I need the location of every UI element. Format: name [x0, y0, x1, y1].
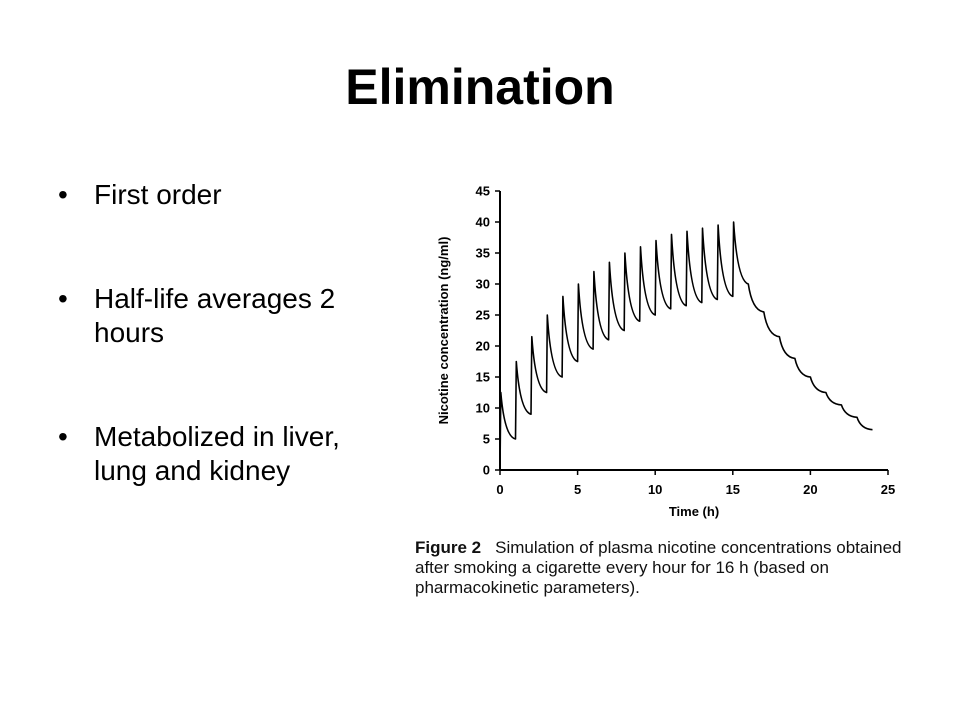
- bullet-item: Metabolized in liver, lung and kidney: [58, 420, 388, 488]
- bullet-item: Half-life averages 2 hours: [58, 282, 388, 350]
- x-tick-label: 10: [648, 482, 662, 497]
- chart-series: [499, 221, 873, 471]
- nicotine-chart: 0 5 10 15 20 25 30 35 40 45 0 5 10 15 20 25 Time (h) Nico…: [436, 184, 895, 520]
- y-tick-label: 45: [476, 184, 490, 199]
- slide-title: Elimination: [345, 59, 615, 115]
- x-tick-label: 15: [726, 482, 740, 497]
- bullet-item: First order: [58, 178, 388, 212]
- chart-labels: 0 5 10 15 20 25 30 35 40 45 0 5 10 15 20 25 Time (h) Nico…: [436, 184, 895, 520]
- y-tick-label: 5: [483, 432, 490, 447]
- figure-caption: Figure 2 Simulation of plasma nicotine co…: [415, 538, 925, 598]
- chart-axes: [499, 191, 888, 471]
- chart-ticks: [495, 190, 889, 475]
- y-axis-label: Nicotine concentration (ng/ml): [436, 237, 451, 425]
- x-tick-label: 0: [496, 482, 503, 497]
- y-tick-label: 40: [476, 215, 490, 230]
- x-tick-label: 20: [803, 482, 817, 497]
- y-tick-label: 10: [476, 401, 490, 416]
- concentration-line: [499, 221, 873, 471]
- figure-label: Figure 2: [415, 538, 482, 557]
- x-tick-label: 25: [881, 482, 895, 497]
- y-tick-label: 20: [476, 339, 490, 354]
- x-axis-label: Time (h): [669, 504, 719, 519]
- bullet-list: First order Half-life averages 2 hours M…: [58, 178, 388, 488]
- y-tick-label: 30: [476, 277, 490, 292]
- figure-caption-text: Simulation of plasma nicotine concentrat…: [415, 538, 902, 597]
- y-tick-label: 15: [476, 370, 490, 385]
- x-tick-label: 5: [574, 482, 581, 497]
- y-tick-label: 0: [483, 463, 490, 478]
- y-tick-label: 35: [476, 246, 490, 261]
- y-tick-label: 25: [476, 308, 490, 323]
